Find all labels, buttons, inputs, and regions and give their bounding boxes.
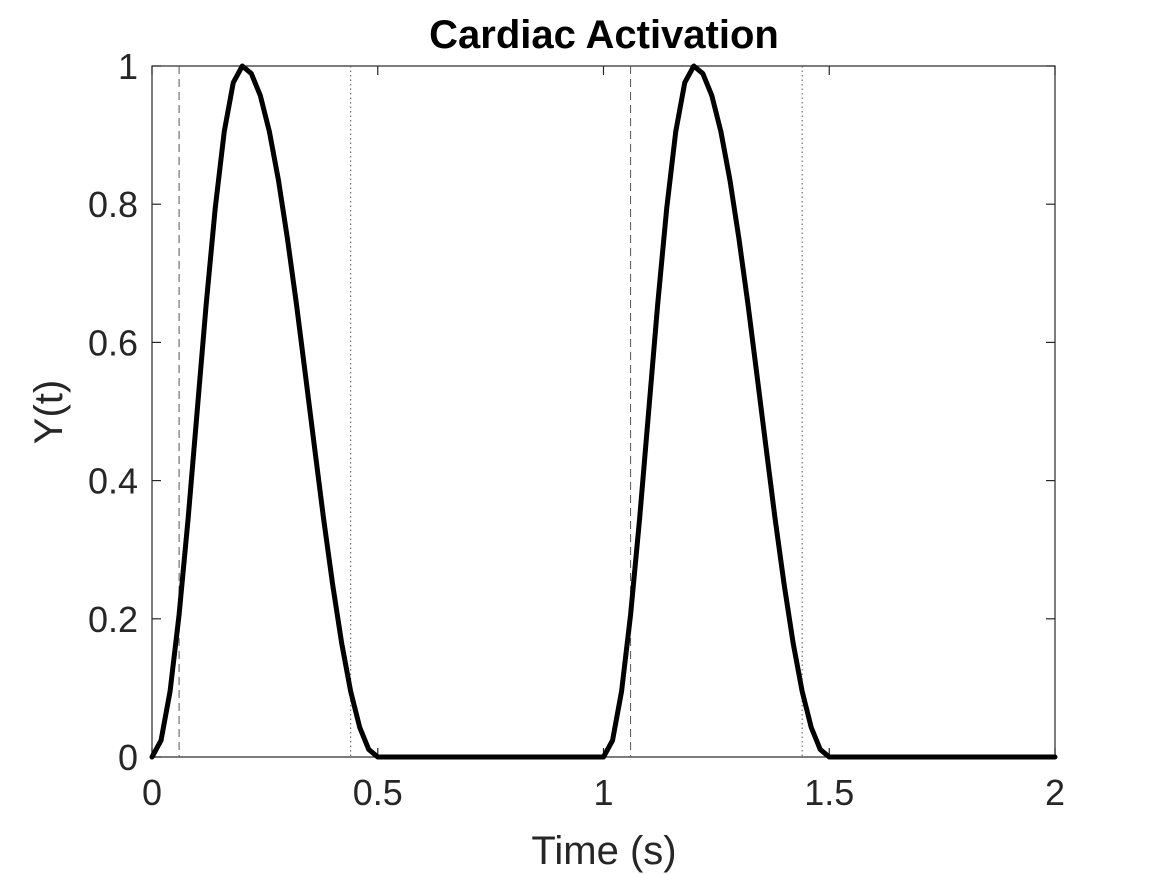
y-tick-label: 0.8 (88, 184, 138, 225)
y-tick-label: 0.4 (88, 461, 138, 502)
y-tick-label: 1 (118, 46, 138, 87)
x-tick-label: 1.5 (804, 772, 854, 813)
x-axis-label: Time (s) (531, 829, 676, 873)
x-tick-label: 0.5 (353, 772, 403, 813)
y-tick-label: 0.2 (88, 599, 138, 640)
x-tick-label: 1 (593, 772, 613, 813)
x-tick-label: 0 (142, 772, 162, 813)
y-tick-label: 0 (118, 737, 138, 778)
activation-curve (149, 63, 1058, 760)
y-axis-label: Y(t) (27, 380, 71, 444)
chart-title: Cardiac Activation (429, 13, 779, 57)
plot-area: 0 0.5 1 1.5 2 0 0.2 0.4 0.6 0.8 1 (88, 46, 1065, 813)
x-tick-label: 2 (1045, 772, 1065, 813)
y-tick-label: 0.6 (88, 322, 138, 363)
